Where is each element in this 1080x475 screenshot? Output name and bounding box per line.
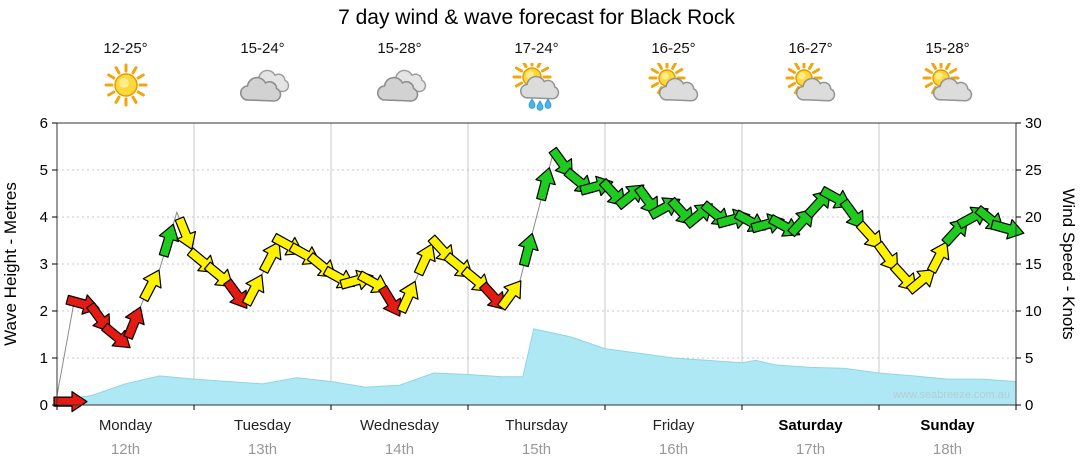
wind-arrow	[839, 198, 864, 229]
day-column-friday: 16-25°	[605, 40, 742, 113]
wind-axis-tick-label: 15	[1025, 256, 1042, 273]
wind-axis-title: Wind Speed - Knots	[1059, 188, 1078, 339]
wave-axis-tick-label: 2	[40, 303, 48, 320]
wind-arrow	[259, 241, 282, 274]
day-label-column-saturday: Saturday 17th	[742, 417, 879, 458]
temp-range-label: 15-28°	[925, 40, 970, 57]
day-label-column-sunday: Sunday 18th	[879, 417, 1016, 458]
temp-range-label: 15-28°	[377, 40, 422, 57]
day-footers-row: Monday 12th Tuesday 13th Wednesday 14th Thursd…	[0, 417, 1080, 475]
watermark-text: www.seabreeze.com.au	[893, 389, 1010, 401]
wind-arrow	[906, 269, 936, 295]
cloudy-icon	[194, 61, 331, 113]
day-label-column-friday: Friday 16th	[605, 417, 742, 458]
day-date-label: 18th	[932, 441, 963, 458]
wind-arrow	[873, 240, 899, 272]
partly-cloudy-icon-svg	[648, 63, 698, 102]
sun-showers-icon-svg	[512, 63, 559, 111]
temp-range-label: 16-27°	[788, 40, 833, 57]
cloudy-icon-svg	[239, 69, 289, 102]
day-name-label: Saturday	[778, 417, 843, 434]
wind-axis-tick-label: 10	[1025, 303, 1042, 320]
day-column-wednesday: 15-28°	[331, 40, 468, 113]
partly-cloudy-icon-svg	[785, 63, 835, 102]
wind-axis-tick-label: 20	[1025, 209, 1042, 226]
wind-arrow	[518, 232, 539, 268]
day-headers-row: 12-25° 15-24° 15-28° 17-24° 16-25° 16-27° 15-2…	[0, 40, 1080, 130]
wave-axis-tick-label: 4	[40, 209, 48, 226]
cloudy-icon-svg	[376, 69, 426, 102]
wind-arrow	[223, 278, 248, 309]
day-column-tuesday: 15-24°	[194, 40, 331, 113]
wave-axis-tick-label: 5	[40, 162, 48, 179]
wave-axis-tick-label: 1	[40, 350, 48, 367]
wind-arrow	[241, 274, 265, 307]
day-date-label: 12th	[110, 441, 141, 458]
day-name-label: Monday	[98, 417, 153, 434]
partly-cloudy-icon	[879, 61, 1016, 113]
day-name-label: Wednesday	[360, 417, 439, 434]
day-label-column-wednesday: Wednesday 14th	[331, 417, 468, 458]
wave-axis-tick-label: 0	[40, 397, 48, 414]
sunny-icon-svg	[104, 63, 147, 107]
temp-range-label: 15-24°	[240, 40, 285, 57]
wind-arrow	[413, 243, 436, 277]
wind-arrow	[497, 280, 522, 311]
wave-height-area	[56, 328, 1017, 406]
wind-arrow	[86, 301, 111, 333]
temp-range-label: 17-24°	[514, 40, 559, 57]
partly-cloudy-icon	[605, 61, 742, 113]
sun-showers-icon	[468, 61, 605, 113]
sunny-icon	[57, 61, 194, 113]
day-column-saturday: 16-27°	[742, 40, 879, 113]
wind-arrow	[139, 269, 162, 303]
page-title: 7 day wind & wave forecast for Black Roc…	[338, 6, 735, 29]
day-label-column-thursday: Thursday 15th	[468, 417, 605, 458]
partly-cloudy-icon	[742, 61, 879, 113]
day-label-column-tuesday: Tuesday 13th	[194, 417, 331, 458]
wind-arrow	[926, 241, 950, 274]
wind-axis-tick-label: 30	[1025, 115, 1042, 132]
day-name-label: Sunday	[920, 417, 975, 434]
day-column-monday: 12-25°	[57, 40, 194, 113]
day-column-sunday: 15-28°	[879, 40, 1016, 113]
wind-arrow	[101, 322, 131, 349]
day-column-thursday: 17-24°	[468, 40, 605, 113]
day-date-label: 13th	[247, 441, 278, 458]
day-date-label: 17th	[795, 441, 826, 458]
day-name-label: Thursday	[505, 417, 568, 434]
wave-axis-tick-label: 3	[40, 256, 48, 273]
wind-axis-tick-label: 25	[1025, 162, 1042, 179]
day-name-label: Tuesday	[234, 417, 291, 434]
wind-arrow	[123, 306, 145, 340]
day-name-label: Friday	[652, 417, 695, 434]
wind-arrow	[203, 261, 234, 288]
cloudy-icon	[331, 61, 468, 113]
wind-axis-tick-label: 0	[1025, 397, 1033, 414]
wave-axis-title: Wave Height - Metres	[1, 182, 20, 346]
day-date-label: 15th	[521, 441, 552, 458]
wind-arrow	[378, 284, 402, 317]
wind-arrow	[548, 146, 573, 178]
day-date-label: 16th	[658, 441, 689, 458]
wind-axis-tick-label: 5	[1025, 350, 1033, 367]
temp-range-label: 12-25°	[103, 40, 148, 57]
wind-arrow	[158, 223, 180, 258]
wind-arrow	[174, 216, 197, 250]
wind-arrow	[535, 167, 556, 202]
wave-axis-tick-label: 6	[40, 115, 48, 132]
day-date-label: 14th	[384, 441, 415, 458]
wind-arrow	[53, 391, 88, 413]
day-label-column-monday: Monday 12th	[57, 417, 194, 458]
partly-cloudy-icon-svg	[922, 63, 972, 102]
wind-arrow	[396, 280, 419, 314]
temp-range-label: 16-25°	[651, 40, 696, 57]
wind-arrow	[855, 220, 883, 249]
